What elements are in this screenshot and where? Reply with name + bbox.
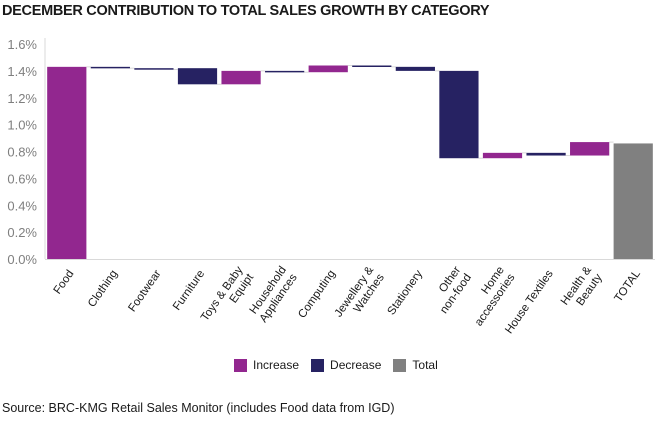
bar-decrease xyxy=(526,152,566,156)
bar-decrease xyxy=(352,65,392,67)
x-tick-label-group: Food xyxy=(52,268,77,296)
x-tick-label-group: Jewellery &Watches xyxy=(333,264,387,319)
bar-decrease xyxy=(134,68,174,70)
y-tick-label: 1.4% xyxy=(7,64,37,79)
y-tick-label: 0.2% xyxy=(7,225,37,240)
chart-title: DECEMBER CONTRIBUTION TO TOTAL SALES GRO… xyxy=(2,3,490,19)
x-tick-label: Food xyxy=(52,268,77,296)
bar-total xyxy=(613,143,653,259)
y-tick-label: 1.6% xyxy=(7,37,37,52)
bar-increase xyxy=(482,152,523,159)
bar-decrease xyxy=(177,68,218,85)
legend-label-total: Total xyxy=(412,358,438,372)
legend-swatch-decrease xyxy=(311,358,325,372)
bar-decrease xyxy=(265,70,305,73)
connectors xyxy=(86,65,614,159)
legend-swatch-increase xyxy=(234,358,247,372)
y-tick-label: 0.4% xyxy=(7,198,37,213)
legend-label-decrease: Decrease xyxy=(330,358,382,372)
bar-increase xyxy=(570,142,610,156)
y-tick-label: 0.8% xyxy=(7,145,37,160)
legend-item-decrease: Decrease xyxy=(311,358,381,372)
bar-decrease xyxy=(395,66,435,71)
x-tick-label: TOTAL xyxy=(612,268,643,305)
bar-decrease xyxy=(439,70,479,159)
legend-swatch-total xyxy=(393,358,407,372)
x-tick-label: Footwear xyxy=(126,268,163,314)
y-tick-label: 1.0% xyxy=(7,118,37,133)
y-tick-label: 1.2% xyxy=(7,91,37,106)
x-tick-label-group: Clothing xyxy=(86,268,120,309)
x-tick-label-group: Stationery xyxy=(386,268,426,318)
source-note: Source: BRC-KMG Retail Sales Monitor (in… xyxy=(2,401,395,415)
x-tick-label-group: Footwear xyxy=(126,268,163,314)
bar-increase xyxy=(47,66,87,259)
x-tick-label-group: TOTAL xyxy=(612,268,643,305)
x-tick-label: Furniture xyxy=(171,268,207,313)
y-tick-label: 0.0% xyxy=(7,252,37,267)
legend-item-increase: Increase xyxy=(234,358,299,372)
x-tick-label-group: Furniture xyxy=(171,268,207,313)
y-axis: 0.0% 0.2% 0.4% 0.6% 0.8% 1.0% 1.2% 1.4% 1.6% xyxy=(7,37,655,267)
x-tick-label: Clothing xyxy=(86,268,120,309)
bar-increase xyxy=(308,65,348,73)
x-tick-label-group: Health &Beauty xyxy=(559,264,605,308)
bar-increase xyxy=(221,70,261,85)
legend-item-total: Total xyxy=(393,358,438,372)
y-tick-label: 0.6% xyxy=(7,171,37,186)
bar-decrease xyxy=(90,66,130,69)
bars xyxy=(47,65,653,259)
legend-label-increase: Increase xyxy=(253,358,300,372)
legend: Increase Decrease Total xyxy=(234,358,450,372)
x-tick-label: Stationery xyxy=(386,268,426,318)
